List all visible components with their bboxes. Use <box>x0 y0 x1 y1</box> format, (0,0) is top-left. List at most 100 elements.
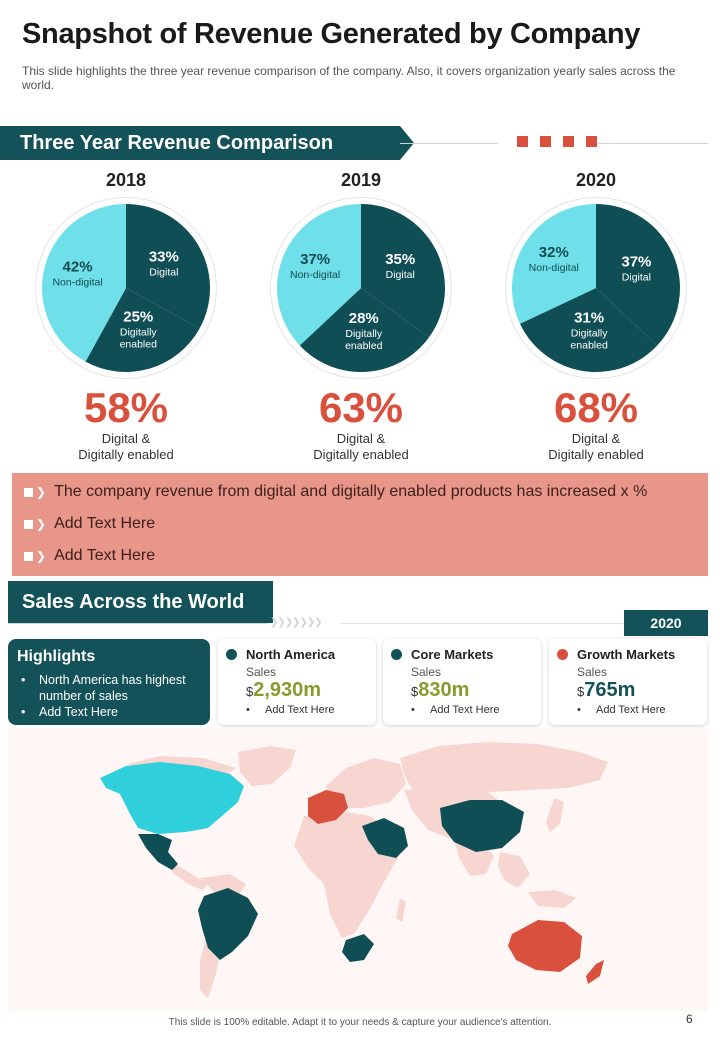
market-card: Core Markets Sales $830m • Add Text Here <box>383 639 541 725</box>
list-item: • North America has highest number of sa… <box>17 672 203 704</box>
digital-total-caption: Digital & Digitally enabled <box>496 431 696 463</box>
list-item: ❯ Add Text Here <box>12 540 155 572</box>
highlights-box: Highlights • North America has highest n… <box>8 639 210 725</box>
market-sales-value: $830m <box>411 679 469 702</box>
value-text: 830m <box>418 679 470 701</box>
world-map-icon <box>100 742 608 998</box>
decorative-squares <box>517 136 597 147</box>
world-map-panel <box>8 728 708 1011</box>
page-subtitle: This slide highlights the three year rev… <box>22 64 676 92</box>
pie-slice <box>361 204 445 338</box>
bullet-text: The company revenue from digital and dig… <box>54 483 648 500</box>
market-card: Growth Markets Sales $765m • Add Text Here <box>549 639 707 725</box>
pie-slice-label: Non-digital <box>529 262 579 274</box>
pie-slice-label: enabled <box>345 340 383 352</box>
chevron-right-icon: ❯ <box>36 517 47 531</box>
divider-line <box>340 623 624 624</box>
list-item: • Add Text Here <box>17 704 203 720</box>
market-sales-label: Sales <box>577 665 608 679</box>
pie-slice <box>596 204 680 346</box>
market-bullet: • Add Text Here <box>577 704 666 716</box>
section-title: Three Year Revenue Comparison <box>0 126 400 160</box>
pie-slice <box>85 288 200 372</box>
section-title: Sales Across the World <box>22 591 245 613</box>
square-bullet-icon <box>24 551 33 561</box>
pie-slice-value: 35% <box>385 251 415 268</box>
bullet-dot-icon: • <box>577 704 581 716</box>
caption-line: Digital & <box>101 431 151 446</box>
chevrons-icon: ❯❯❯❯❯❯❯ <box>270 617 323 628</box>
footer-text: This slide is 100% editable. Adapt it to… <box>168 1017 552 1028</box>
bullet-text: Add Text Here <box>54 547 156 564</box>
market-sales-value: $2,930m <box>246 679 321 702</box>
bullet-dot-icon: • <box>21 705 26 719</box>
pie-slice <box>126 204 210 329</box>
highlight-text: North America has highest number of sale… <box>39 673 186 703</box>
highlights-list: • North America has highest number of sa… <box>17 672 203 720</box>
square-bullet-icon <box>24 487 33 497</box>
pie-slice <box>42 204 126 362</box>
summary-bullets: ❯ The company revenue from digital and d… <box>12 473 708 576</box>
bullet-text: Add Text Here <box>430 704 500 716</box>
market-bullet: • Add Text Here <box>411 704 500 716</box>
pie-slice-label: Digitally <box>120 326 158 338</box>
market-sales-label: Sales <box>411 665 442 679</box>
bullet-dot-icon: • <box>411 704 415 716</box>
currency-symbol: $ <box>246 684 254 699</box>
square-bullet-icon <box>24 519 33 529</box>
pie-chart: 37% Digital 31% Digitally enabled 32% Non-digi… <box>506 198 686 378</box>
pie-year-label: 2020 <box>575 170 617 190</box>
value-text: 2,930m <box>253 679 322 701</box>
market-dot-icon <box>557 649 568 660</box>
market-dot-icon <box>391 649 402 660</box>
chevron-right-icon: ❯ <box>36 485 47 499</box>
pie-slice <box>519 288 658 372</box>
pie-slice-label: Digitally <box>571 327 609 339</box>
square-icon <box>517 136 528 147</box>
pie-slice-label: Digitally <box>345 328 383 340</box>
market-card: North America Sales $2,930m • Add Text Here <box>218 639 376 725</box>
currency-symbol: $ <box>411 684 419 699</box>
pie-slice-label: Digital <box>622 272 651 284</box>
pie-slice-label: Non-digital <box>290 269 340 281</box>
caption-line: Digital & <box>336 431 386 446</box>
pie-slice-value: 33% <box>149 249 179 266</box>
highlight-text: Add Text Here <box>39 705 118 719</box>
market-title: Core Markets <box>411 647 494 662</box>
currency-symbol: $ <box>577 684 585 699</box>
market-title: Growth Markets <box>577 647 676 662</box>
square-icon <box>586 136 597 147</box>
page-number: 6 <box>686 1012 693 1026</box>
market-dot-icon <box>226 649 237 660</box>
page-title: Snapshot of Revenue Generated by Company <box>22 18 641 50</box>
digital-total-caption: Digital & Digitally enabled <box>26 431 226 463</box>
value-text: 765m <box>584 679 636 701</box>
section-banner-sales: Sales Across the World <box>8 581 273 623</box>
digital-total-percent: 68% <box>553 384 639 431</box>
market-title: North America <box>246 647 336 662</box>
pie-slice-label: Non-digital <box>52 277 102 289</box>
bullet-text: Add Text Here <box>265 704 335 716</box>
pie-slice-label: Digital <box>149 267 178 279</box>
highlights-title: Highlights <box>17 648 96 665</box>
pie-slice-value: 28% <box>349 310 379 327</box>
list-item: ❯ Add Text Here <box>12 508 155 540</box>
digital-total-percent: 63% <box>318 384 404 431</box>
caption-line: Digital & <box>571 431 621 446</box>
digital-total-percent: 58% <box>83 384 169 431</box>
digital-total-caption: Digital & Digitally enabled <box>261 431 461 463</box>
pie-slice-value: 32% <box>539 244 569 261</box>
bullet-dot-icon: • <box>21 673 26 687</box>
pie-year-label: 2019 <box>340 170 382 190</box>
pie-year-label: 2018 <box>105 170 147 190</box>
pie-slice-value: 37% <box>300 251 330 268</box>
pie-chart: 35% Digital 28% Digitally enabled 37% Non-digi… <box>271 198 451 378</box>
list-item: ❯ The company revenue from digital and d… <box>12 476 647 508</box>
pie-slice-label: enabled <box>120 338 158 350</box>
bullet-text: Add Text Here <box>54 515 156 532</box>
market-sales-value: $765m <box>577 679 635 702</box>
market-sales-label: Sales <box>246 665 277 679</box>
pie-slice-label: Digital <box>386 269 415 281</box>
